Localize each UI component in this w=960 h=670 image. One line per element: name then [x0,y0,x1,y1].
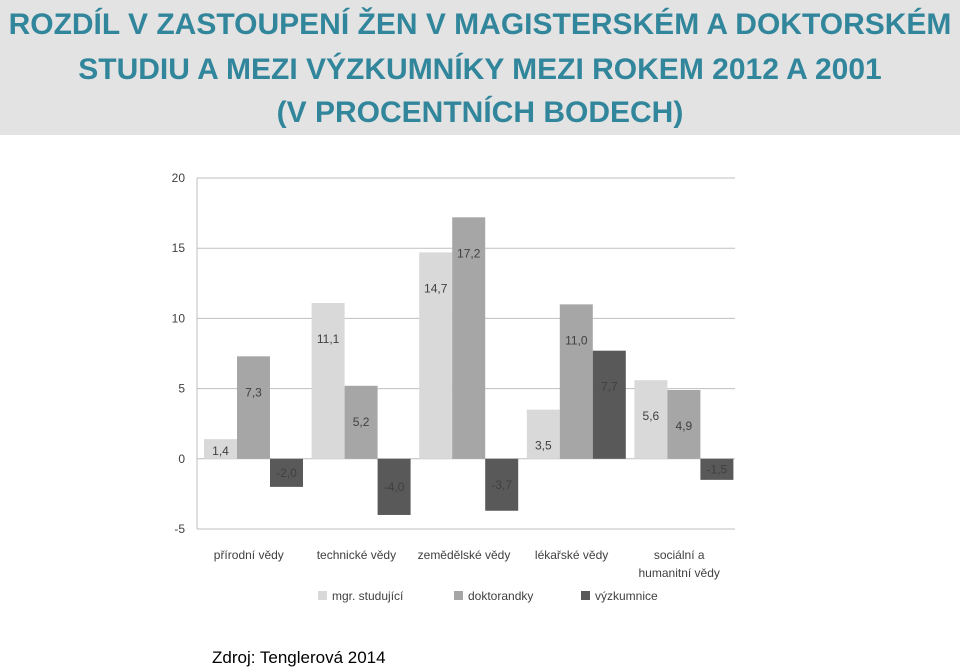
bar [485,458,519,511]
legend-swatch [318,591,327,600]
data-label: -2,0 [276,466,297,480]
data-label: -4,0 [384,480,405,494]
chart-title-line-2: STUDIU A MEZI VÝZKUMNÍKY MEZI ROKEM 2012… [78,53,882,86]
legend-label: mgr. studující [332,589,404,603]
y-tick-label: 0 [178,452,185,466]
bar [311,302,345,459]
data-label: -1,5 [707,462,728,476]
bar [634,380,668,459]
bar [667,390,701,459]
data-label: 5,2 [353,415,370,429]
bar [237,356,270,459]
y-tick-label: 5 [178,382,185,396]
category-label: přírodní vědy [214,548,284,562]
legend-label: doktorandky [468,589,533,603]
bar [592,350,626,459]
category-label: zemědělské vědy [418,548,511,562]
bar [452,217,486,459]
data-label: 4,9 [676,419,693,433]
data-label: 3,5 [535,439,552,453]
data-label: 11,0 [565,333,588,347]
y-tick-label: 15 [172,241,186,255]
legend-swatch [454,591,463,600]
data-label: 5,6 [643,409,660,423]
category-label: sociální a [654,548,705,562]
data-label: 7,3 [245,385,262,399]
legend-swatch [581,591,590,600]
bar [270,458,303,487]
bar [344,385,378,459]
y-tick-label: 10 [172,311,186,325]
data-label: 7,7 [601,380,618,394]
bar-chart: 20 15 10 5 0 -5 1,4 11,1 14,7 3,5 5,6 7,3 5,2 17,2 11,… [172,171,735,603]
y-tick-label: -5 [174,522,185,536]
category-label: technické vědy [317,548,396,562]
chart-title-line-3: (V PROCENTNÍCH BODECH) [276,96,684,129]
bar [526,409,560,459]
chart-title-line-1: ROZDÍL V ZASTOUPENÍ ŽEN V MAGISTERSKÉM A… [8,8,952,41]
title-band [0,0,960,135]
legend-label: výzkumnice [595,589,658,603]
category-label: humanitní vědy [639,566,720,580]
source-note: Zdroj: Tenglerová 2014 [212,648,386,667]
bar [700,458,734,480]
bar [559,304,593,459]
bar [204,439,237,459]
data-label: 11,1 [317,332,340,346]
data-label: 1,4 [212,444,229,458]
bar [419,252,453,459]
data-label: 17,2 [457,246,481,260]
y-tick-label: 20 [172,171,186,185]
data-label: -3,7 [491,478,512,492]
category-label: lékařské vědy [535,548,608,562]
bar [377,458,411,515]
data-label: 14,7 [424,281,448,295]
